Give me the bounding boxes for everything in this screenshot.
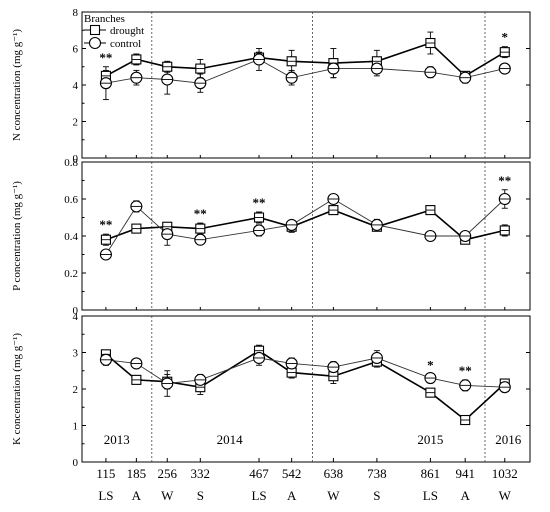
season-label: S bbox=[373, 488, 380, 503]
y-tick-label: 4 bbox=[73, 80, 79, 92]
season-label: LS bbox=[251, 488, 266, 503]
y-tick-label: 0 bbox=[73, 457, 79, 469]
legend-entry-drought: drought bbox=[110, 25, 144, 37]
y-tick-label: 0.4 bbox=[64, 231, 78, 243]
season-label: A bbox=[132, 488, 142, 503]
season-label: W bbox=[327, 488, 340, 503]
y-tick-label: 0 bbox=[73, 153, 79, 165]
x-tick-label: 185 bbox=[127, 466, 147, 481]
y-tick-label: 1 bbox=[73, 421, 79, 433]
significance-label: ** bbox=[194, 206, 207, 221]
legend-marker-circle bbox=[88, 36, 102, 50]
x-tick-label: 467 bbox=[249, 466, 269, 481]
season-label: LS bbox=[98, 488, 113, 503]
y-axis-label: P concentration (mg g⁻¹) bbox=[11, 181, 23, 291]
y-axis-label: N concentration (mg g⁻¹) bbox=[11, 29, 23, 141]
y-tick-label: 4 bbox=[73, 311, 79, 323]
y-tick-label: 2 bbox=[73, 117, 79, 129]
season-label: A bbox=[460, 488, 470, 503]
season-label: W bbox=[499, 488, 512, 503]
x-tick-label: 1032 bbox=[492, 466, 518, 481]
x-tick-label: 738 bbox=[367, 466, 387, 481]
x-tick-label: 115 bbox=[96, 466, 115, 481]
season-label: LS bbox=[423, 488, 438, 503]
legend-marker-square bbox=[89, 24, 101, 36]
y-tick-label: 0 bbox=[73, 305, 79, 317]
y-axis-label: K concentration (mg g⁻¹) bbox=[11, 333, 23, 445]
year-label: 2015 bbox=[417, 432, 443, 447]
x-tick-label: 941 bbox=[455, 466, 475, 481]
x-tick-label: 542 bbox=[282, 466, 302, 481]
x-tick-label: 332 bbox=[191, 466, 211, 481]
significance-label: * bbox=[502, 30, 509, 45]
season-label: S bbox=[197, 488, 204, 503]
panel-2: 0 0.2 0.4 0.6 0.8 P concentration (mg g⁻¹) ** *… bbox=[11, 157, 531, 317]
legend-title: Branches bbox=[84, 13, 125, 25]
x-tick-label: 256 bbox=[158, 466, 178, 481]
panel-frame bbox=[81, 11, 531, 159]
significance-label: ** bbox=[253, 195, 266, 210]
y-tick-label: 0.8 bbox=[64, 157, 78, 169]
significance-label: ** bbox=[459, 363, 472, 378]
x-tick-label: 638 bbox=[324, 466, 344, 481]
y-tick-label: 0.6 bbox=[64, 194, 78, 206]
y-tick-label: 3 bbox=[73, 348, 79, 360]
year-label: 2016 bbox=[495, 432, 522, 447]
y-tick-label: 6 bbox=[73, 44, 79, 56]
legend-entry-control: control bbox=[110, 38, 141, 50]
x-tick-label: 861 bbox=[421, 466, 441, 481]
y-tick-label: 0.2 bbox=[64, 268, 78, 280]
year-label: 2014 bbox=[217, 432, 244, 447]
significance-label: ** bbox=[498, 173, 511, 188]
significance-label: ** bbox=[99, 217, 112, 232]
significance-label: * bbox=[427, 357, 434, 372]
chart-overlay: 115 LS 185 A 256 W 332 S 467 LS 542 A 638 W 738 S 861 LS 9… bbox=[84, 13, 522, 503]
y-tick-label: 2 bbox=[73, 384, 79, 396]
year-label: 2013 bbox=[104, 432, 130, 447]
season-label: A bbox=[287, 488, 297, 503]
significance-label: ** bbox=[99, 50, 112, 65]
y-tick-label: 8 bbox=[73, 7, 79, 19]
season-label: W bbox=[161, 488, 174, 503]
